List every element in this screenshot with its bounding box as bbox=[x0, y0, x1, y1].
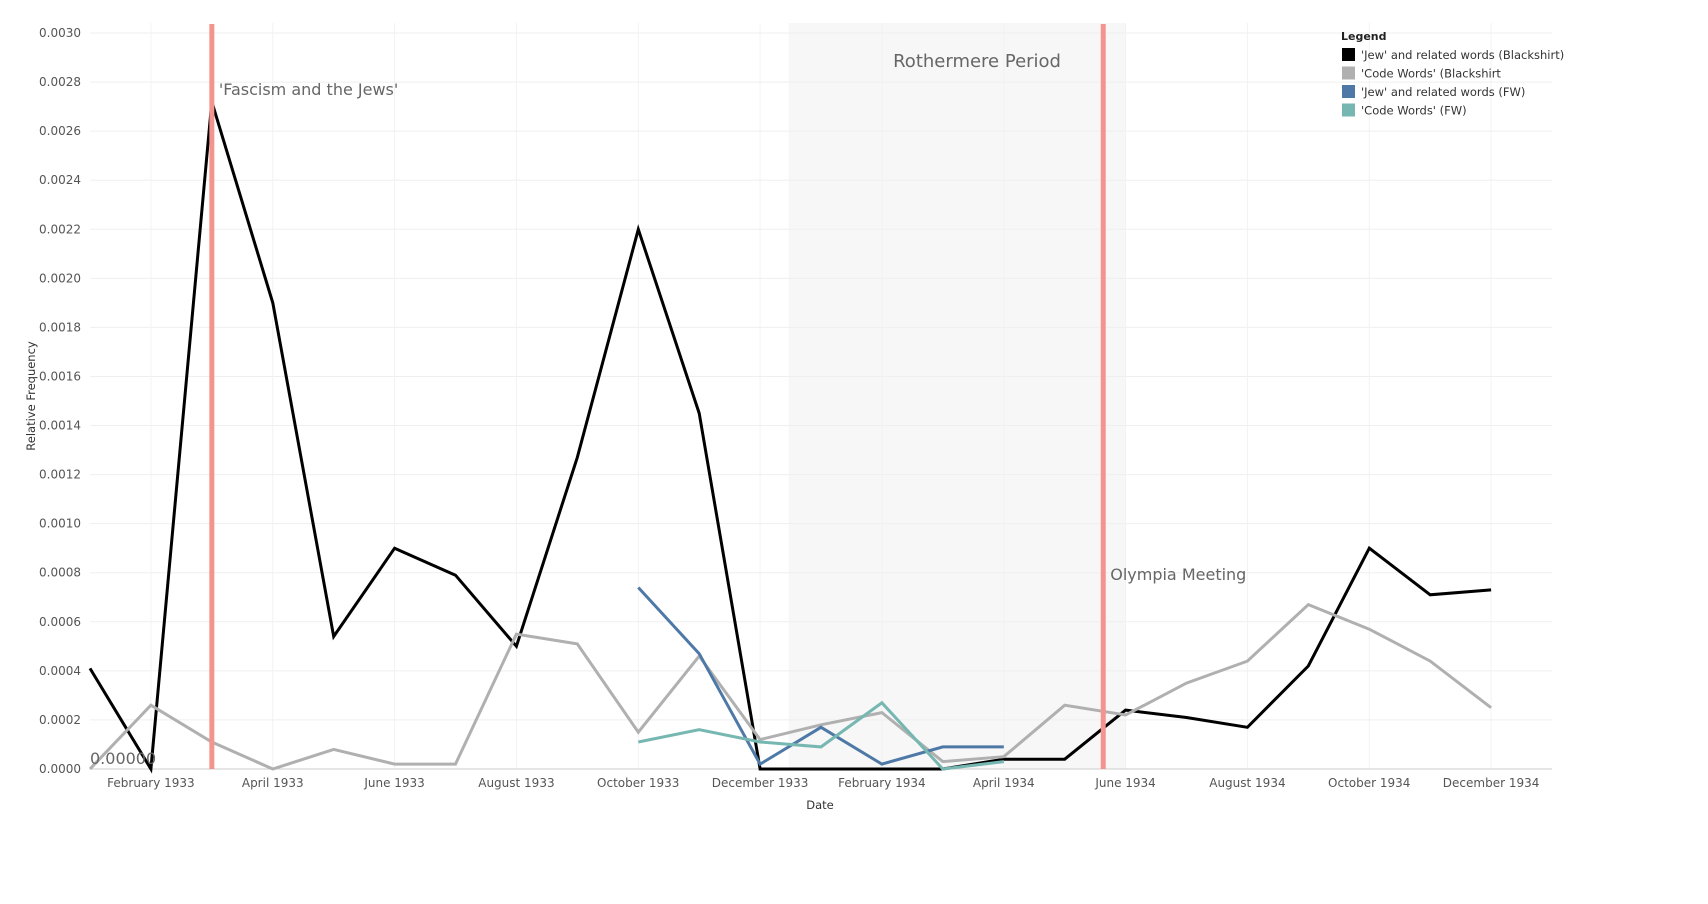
y-axis-title: Relative Frequency bbox=[24, 341, 38, 451]
y-axis-ticks: 0.0000 0.0002 0.0004 0.0006 0.0008 0.0010 0.00… bbox=[39, 26, 81, 776]
y-tick-label: 0.0002 bbox=[39, 713, 81, 727]
grid bbox=[90, 23, 1552, 770]
band-label: Rothermere Period bbox=[893, 51, 1061, 72]
legend-label-0: 'Jew' and related words (Blackshirt) bbox=[1361, 48, 1564, 62]
legend-label-2: 'Jew' and related words (FW) bbox=[1361, 85, 1525, 99]
y-tick-label: 0.0014 bbox=[39, 419, 81, 433]
x-tick-label: February 1933 bbox=[107, 776, 195, 790]
x-tick-label: October 1934 bbox=[1328, 776, 1410, 790]
y-tick-label: 0.0006 bbox=[39, 615, 81, 629]
legend-label-1: 'Code Words' (Blackshirt bbox=[1361, 67, 1501, 81]
y-tick-label: 0.0028 bbox=[39, 75, 81, 89]
y-tick-label: 0.0016 bbox=[39, 369, 81, 383]
y-tick-label: 0.0012 bbox=[39, 468, 81, 482]
x-tick-label: June 1933 bbox=[363, 776, 425, 790]
y-tick-label: 0.0026 bbox=[39, 124, 81, 138]
x-tick-label: April 1933 bbox=[242, 776, 304, 790]
x-tick-label: December 1933 bbox=[712, 776, 809, 790]
x-tick-label: August 1933 bbox=[478, 776, 554, 790]
legend-swatch-1 bbox=[1342, 66, 1355, 80]
x-tick-label: October 1933 bbox=[597, 776, 679, 790]
zero-label: 0.00000 bbox=[90, 749, 156, 768]
annotation-lines bbox=[209, 24, 1106, 769]
y-tick-label: 0.0020 bbox=[39, 271, 81, 285]
y-tick-label: 0.0018 bbox=[39, 320, 81, 334]
x-tick-label: August 1934 bbox=[1209, 776, 1285, 790]
series-lines bbox=[88, 101, 1493, 774]
x-axis-title: Date bbox=[806, 798, 834, 812]
x-tick-label: February 1934 bbox=[838, 776, 926, 790]
series-line-1 bbox=[88, 602, 1493, 771]
x-tick-label: December 1934 bbox=[1443, 776, 1540, 790]
y-tick-label: 0.0022 bbox=[39, 222, 81, 236]
legend-label-3: 'Code Words' (FW) bbox=[1361, 104, 1467, 118]
y-tick-label: 0.0008 bbox=[39, 566, 81, 580]
y-tick-label: 0.0004 bbox=[39, 664, 81, 678]
legend-swatch-3 bbox=[1342, 103, 1355, 117]
annotation-label-olympia: Olympia Meeting bbox=[1110, 565, 1246, 584]
series-line-0 bbox=[88, 101, 1492, 774]
legend-swatch-0 bbox=[1342, 48, 1355, 61]
x-tick-label: April 1934 bbox=[973, 776, 1035, 790]
x-tick-label: June 1934 bbox=[1094, 776, 1156, 790]
series-line-2 bbox=[637, 586, 1004, 767]
x-axis-ticks: February 1933 April 1933 June 1933 August 1… bbox=[107, 776, 1539, 790]
legend-title: Legend bbox=[1341, 30, 1387, 43]
y-tick-label: 0.0010 bbox=[39, 517, 81, 531]
legend: Legend 'Jew' and related words (Blackshi… bbox=[1341, 30, 1564, 118]
legend-swatch-2 bbox=[1342, 85, 1355, 98]
rothermere-band bbox=[788, 23, 1126, 769]
y-tick-label: 0.0030 bbox=[39, 26, 81, 40]
y-tick-label: 0.0000 bbox=[39, 762, 81, 776]
annotation-label-fascism: 'Fascism and the Jews' bbox=[219, 80, 398, 99]
series-line-3 bbox=[638, 700, 1004, 771]
y-tick-label: 0.0024 bbox=[39, 173, 81, 187]
